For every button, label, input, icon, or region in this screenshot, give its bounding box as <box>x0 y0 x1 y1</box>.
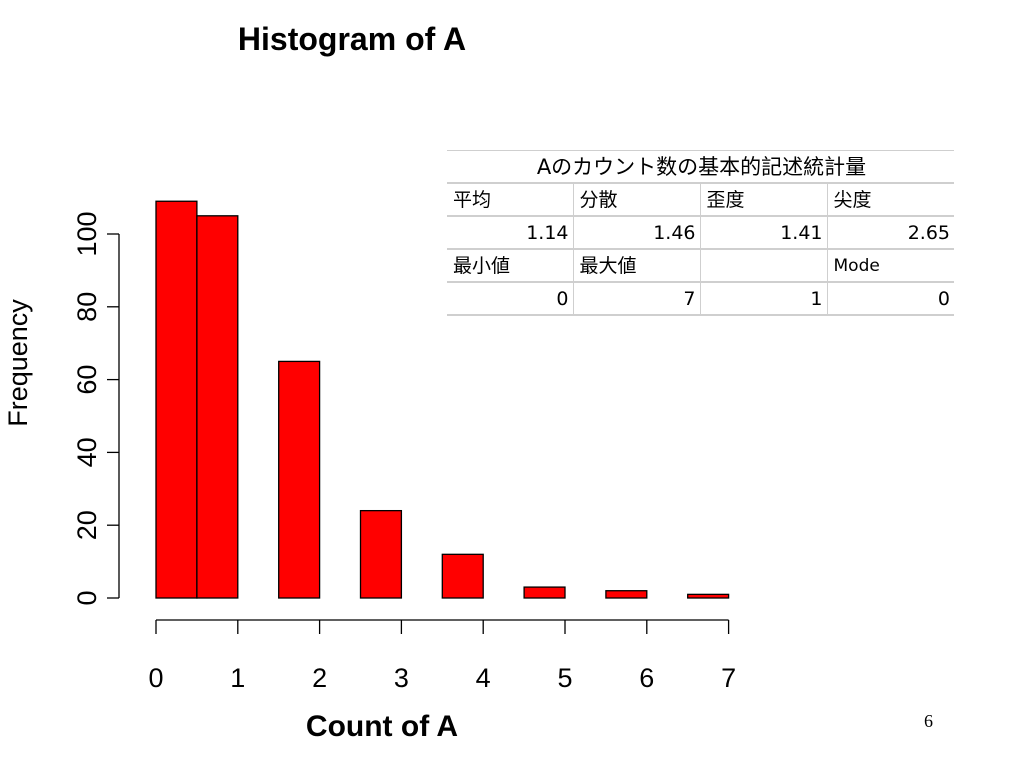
stats-value-max: 7 <box>573 282 701 316</box>
stats-label-skewness: 歪度 <box>700 183 828 217</box>
x-tick-label-3: 3 <box>394 663 409 693</box>
y-tick-label-1: 20 <box>72 510 102 540</box>
histogram-bar-1 <box>196 215 239 599</box>
histogram-bar-4 <box>441 553 484 599</box>
histogram-bar-6 <box>605 590 648 599</box>
x-tick-label-5: 5 <box>557 663 572 693</box>
stats-value-mode: 0 <box>827 282 954 316</box>
stats-label-mode: Mode <box>827 249 954 283</box>
stats-label-kurtosis: 尖度 <box>827 183 954 217</box>
stats-value-kurtosis: 2.65 <box>827 216 954 250</box>
y-tick-label-0: 0 <box>72 590 102 605</box>
stats-table-caption: Aのカウント数の基本的記述統計量 <box>447 150 954 184</box>
stats-value-row: 1.14 1.46 1.41 2.65 <box>447 216 954 250</box>
stats-value-skewness: 1.41 <box>700 216 828 250</box>
y-tick-label-2: 40 <box>72 437 102 467</box>
bars-group <box>155 200 730 599</box>
stats-label-blank <box>700 249 828 283</box>
y-tick-label-3: 60 <box>72 365 102 395</box>
y-tick-label-4: 80 <box>72 292 102 322</box>
x-tick-label-7: 7 <box>721 663 736 693</box>
histogram-bar-5 <box>523 586 566 599</box>
y-axis: 0 20 40 60 80 100 <box>72 211 120 606</box>
y-axis-label: Frequency <box>3 299 33 427</box>
stats-label-mean: 平均 <box>447 183 574 217</box>
chart-title: Histogram of A <box>238 21 466 57</box>
x-tick-label-2: 2 <box>312 663 327 693</box>
x-tick-label-6: 6 <box>639 663 654 693</box>
x-tick-label-0: 0 <box>148 663 163 693</box>
stats-label-min: 最小値 <box>447 249 574 283</box>
x-tick-label-1: 1 <box>230 663 245 693</box>
histogram-bar-0 <box>155 200 198 599</box>
stats-value-min: 0 <box>447 282 574 316</box>
histogram-bar-7 <box>687 593 730 599</box>
stats-label-max: 最大値 <box>573 249 701 283</box>
stats-table: Aのカウント数の基本的記述統計量 平均 分散 歪度 尖度 1.14 1.46 1… <box>447 150 954 316</box>
stats-value-variance: 1.46 <box>573 216 701 250</box>
histogram-bar-3 <box>359 509 403 599</box>
stats-label-variance: 分散 <box>573 183 701 217</box>
x-tick-label-4: 4 <box>476 663 491 693</box>
stats-value-third: 1 <box>700 282 828 316</box>
stats-value-mean: 1.14 <box>447 216 574 250</box>
stats-label-row-2: 最小値 最大値 Mode <box>447 249 954 283</box>
stats-value-row-2: 0 7 1 0 <box>447 282 954 316</box>
stats-label-row: 平均 分散 歪度 尖度 <box>447 183 954 217</box>
x-axis: 0 1 2 3 4 5 6 7 <box>148 619 736 693</box>
x-axis-label: Count of A <box>306 710 458 743</box>
histogram-bar-2 <box>278 360 321 599</box>
y-tick-label-5: 100 <box>72 211 102 256</box>
page-number: 6 <box>924 711 933 731</box>
